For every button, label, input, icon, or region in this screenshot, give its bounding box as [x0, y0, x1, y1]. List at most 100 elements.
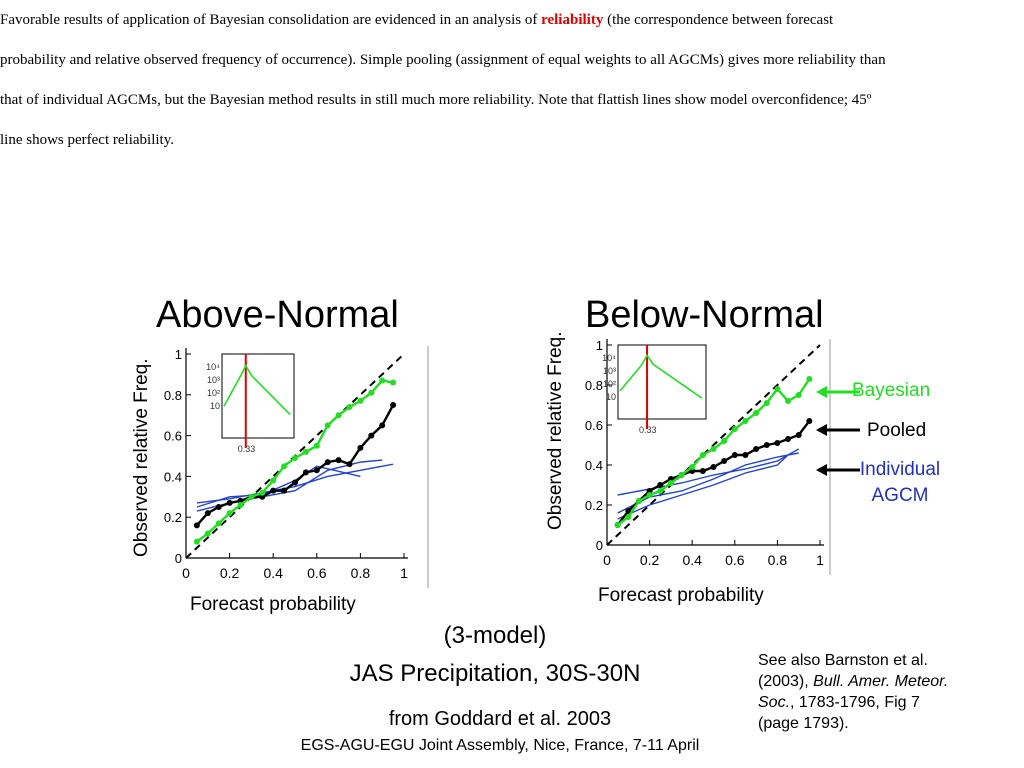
- inset-x-tick-label: 0.33: [639, 425, 657, 435]
- y-tick-label: 0.2: [585, 498, 603, 513]
- x-tick-label: 0: [603, 552, 611, 568]
- legend-bayesian: Bayesian: [852, 380, 931, 401]
- series-point-bayesian: [193, 538, 200, 545]
- series-point-bayesian: [614, 522, 621, 528]
- y-tick-label: 0.8: [585, 378, 603, 393]
- y-tick-label: 0.8: [164, 388, 182, 403]
- series-point-pooled: [721, 458, 728, 464]
- reference-line4: (page 1793).: [758, 715, 849, 732]
- series-point-pooled: [204, 510, 211, 517]
- series-point-pooled: [379, 422, 386, 429]
- series-line-pooled: [616, 420, 811, 526]
- series-point-bayesian: [226, 510, 233, 517]
- x-tick-label: 0.6: [307, 565, 327, 581]
- series-point-bayesian: [368, 389, 375, 396]
- series-point-bayesian: [390, 379, 397, 386]
- legend-individual-line1: Individual: [859, 459, 941, 480]
- y-tick-label: 0.4: [164, 469, 182, 484]
- series-point-bayesian: [215, 520, 222, 527]
- series-point-pooled: [292, 479, 298, 486]
- inset-histogram: 10⁴ 10³ 10² 10 0.33: [206, 353, 295, 454]
- inset-y-tick-label: 10: [210, 401, 220, 411]
- chart-above-normal: 0 0.2 0.4 0.6 0.8 100.20.40.60.8110⁴10³10²100…: [164, 346, 429, 588]
- series-point-bayesian: [204, 530, 211, 537]
- reference-journal-cont: Soc.: [758, 694, 791, 711]
- series-point-bayesian: [270, 477, 277, 484]
- inset-y-tick-label: 10²: [603, 379, 616, 389]
- inset-y-tick-label: 10³: [603, 366, 616, 376]
- x-tick-label: 0.8: [351, 565, 371, 581]
- series-point-pooled: [357, 444, 364, 451]
- intro-highlight: reliability: [541, 12, 604, 28]
- intro-text-before: Favorable results of application of Baye…: [0, 12, 542, 28]
- series-line-individual-agcm: [196, 463, 394, 504]
- series-point-pooled: [390, 402, 397, 408]
- x-tick-label: 0.4: [263, 565, 283, 581]
- y-tick-label: 0: [175, 551, 182, 566]
- x-tick-label: 0.6: [725, 552, 745, 568]
- series-point-bayesian: [678, 472, 685, 478]
- inset-y-tick-label: 10: [606, 392, 616, 402]
- series-point-bayesian: [259, 489, 266, 496]
- reference-line3: Soc., 1783-1796, Fig 7: [758, 692, 1008, 713]
- caption-line3: from Goddard et al. 2003: [388, 708, 612, 730]
- y-tick-label: 0.4: [585, 458, 603, 473]
- series-point-pooled: [324, 459, 331, 466]
- series-point-pooled: [806, 418, 813, 424]
- inset-histogram: 10⁴ 10³ 10² 10 0.33: [602, 344, 707, 435]
- reference-year: (2003),: [758, 673, 814, 690]
- intro-paragraph: Favorable results of application of Baye…: [0, 0, 890, 160]
- y-tick-label: 0.6: [164, 429, 182, 444]
- series-point-pooled: [313, 467, 320, 474]
- intro-text-after: (the correspondence between forecast pro…: [0, 12, 886, 148]
- series-point-bayesian: [657, 488, 664, 494]
- series-point-bayesian: [335, 412, 342, 419]
- series-point-bayesian: [292, 455, 298, 462]
- series-point-bayesian: [763, 400, 770, 406]
- legend-arrowhead-individual: [816, 464, 827, 476]
- reference-line1: See also Barnston et al.: [758, 652, 928, 669]
- series-point-pooled: [281, 487, 288, 494]
- legend-individual-line2: AGCM: [871, 485, 929, 506]
- legend-individual: Individual AGCM: [848, 457, 952, 509]
- reference-journal: Bull. Amer. Meteor.: [813, 673, 949, 690]
- series-point-bayesian: [635, 498, 642, 504]
- y-tick-label: 0.2: [164, 510, 182, 525]
- chart-title-above-normal: Above-Normal: [156, 294, 399, 336]
- y-tick-label: 1: [596, 338, 603, 353]
- series-point-bayesian: [806, 376, 813, 382]
- series-point-pooled: [763, 442, 770, 448]
- legend-arrowhead-bayesian: [816, 386, 827, 398]
- series-point-bayesian: [731, 426, 738, 432]
- series-point-bayesian: [248, 493, 255, 500]
- series-point-bayesian: [753, 410, 760, 416]
- series-point-pooled: [270, 487, 277, 494]
- series-point-bayesian: [774, 386, 781, 392]
- chart-below-normal: 0 0.2 0.4 0.6 0.8 100.20.40.60.8110⁴10³10²100…: [585, 338, 831, 575]
- series-point-bayesian: [699, 452, 706, 458]
- caption-line1: (3-model): [443, 622, 547, 649]
- series-point-pooled: [742, 452, 749, 458]
- series-point-pooled: [346, 461, 353, 468]
- y-axis-label-left: Observed relative Freq.: [131, 358, 152, 557]
- y-axis-label-right: Observed relative Freq.: [545, 331, 566, 530]
- series-line-individual-agcm: [617, 454, 789, 520]
- series-point-bayesian: [357, 397, 364, 404]
- series-point-bayesian: [710, 446, 717, 452]
- caption-line2: JAS Precipitation, 30S-30N: [349, 660, 641, 687]
- series-point-bayesian: [742, 418, 749, 424]
- series-line-individual-agcm: [617, 448, 800, 496]
- series-point-pooled: [335, 457, 342, 464]
- series-point-bayesian: [281, 463, 288, 470]
- series-line-individual-agcm: [196, 465, 361, 508]
- reference-note: See also Barnston et al. (2003), Bull. A…: [758, 650, 1008, 734]
- series-point-pooled: [302, 469, 309, 476]
- series-point-bayesian: [689, 464, 696, 470]
- series-point-pooled: [193, 522, 200, 529]
- caption-line4: EGS-AGU-EGU Joint Assembly, Nice, France…: [300, 737, 700, 754]
- y-tick-label: 1: [175, 347, 182, 362]
- series-point-bayesian: [795, 392, 802, 398]
- series-point-pooled: [657, 482, 664, 488]
- series-point-pooled: [731, 452, 738, 458]
- x-tick-label: 0: [182, 565, 190, 581]
